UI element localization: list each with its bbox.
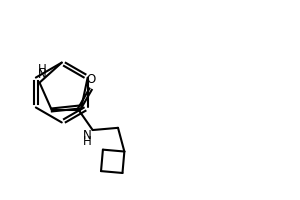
Text: H: H [38,63,46,76]
Text: N: N [38,68,46,81]
Text: O: O [86,73,95,86]
Text: N: N [83,129,92,142]
Text: H: H [83,135,92,148]
